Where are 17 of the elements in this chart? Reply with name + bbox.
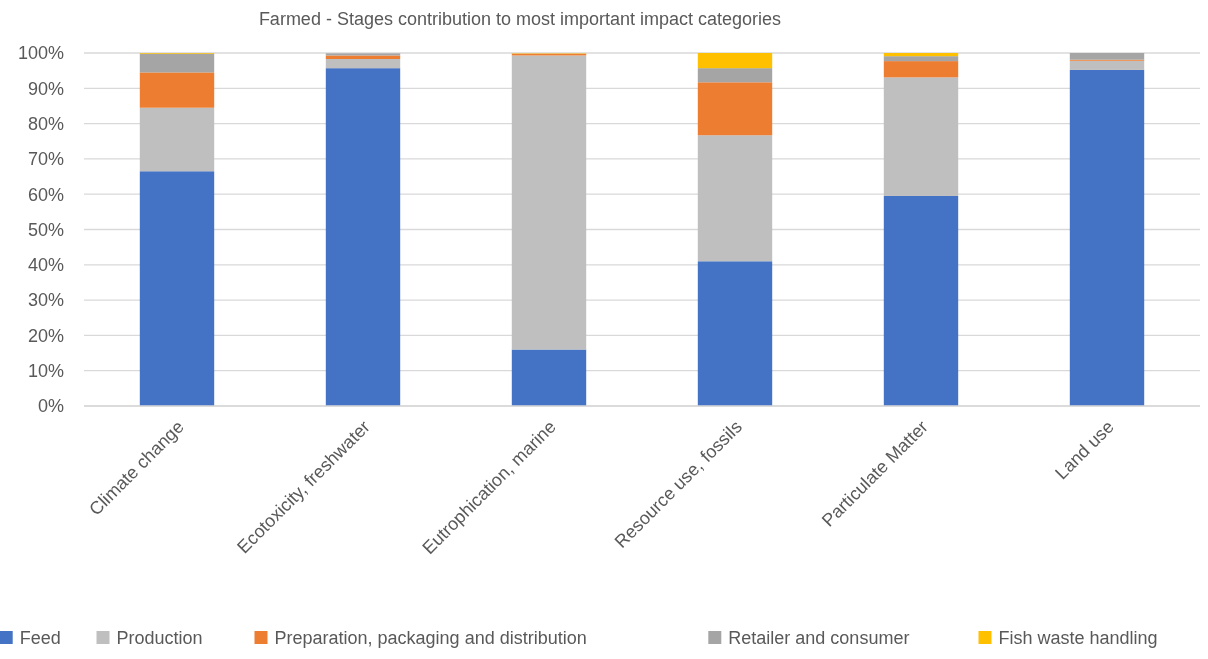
legend-label: Preparation, packaging and distribution <box>274 628 587 648</box>
legend-label: Fish waste handling <box>998 628 1158 648</box>
y-tick-label: 80% <box>27 113 64 134</box>
legend-label: Production <box>116 628 203 648</box>
y-tick-label: 70% <box>27 149 64 170</box>
y-tick-label: 60% <box>27 184 64 205</box>
legend-label: Feed <box>19 628 61 648</box>
y-tick-label: 100% <box>17 43 64 64</box>
y-tick-label: 0% <box>37 396 64 417</box>
chart-title: Farmed - Stages contribution to most important impact categories <box>258 9 782 29</box>
y-tick-label: 40% <box>27 255 64 276</box>
y-tick-label: 20% <box>27 325 64 346</box>
y-tick-label: 50% <box>27 219 64 240</box>
legend-label: Retailer and consumer <box>728 628 910 648</box>
y-tick-label: 30% <box>27 290 64 311</box>
y-tick-label: 10% <box>27 361 64 381</box>
y-tick-label: 90% <box>27 78 64 99</box>
